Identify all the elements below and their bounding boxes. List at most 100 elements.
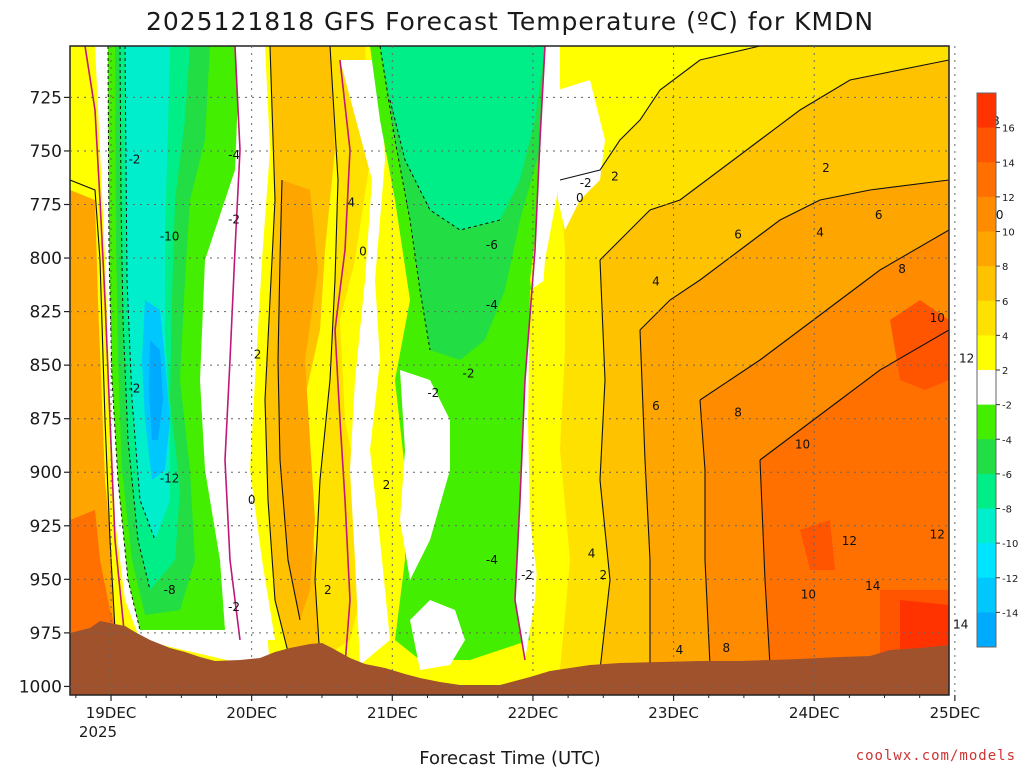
colorbar-label: -4 [1002,435,1012,446]
contour-label: -8 [164,583,176,597]
colorbar-swatch [977,300,996,336]
colorbar-label: -12 [1002,574,1018,585]
y-tick-label: 750 [30,142,62,162]
contour-label: 8 [734,405,742,419]
contour-label: 2 [822,161,830,175]
contour-label: -12 [160,472,180,486]
x-axis: 19DEC20DEC21DEC22DEC23DEC24DEC25DEC26DEC [75,695,981,722]
contour-line [119,46,151,591]
contour-line [70,179,116,631]
colorbar-swatch [977,508,996,544]
contour-label: 4 [816,225,824,239]
x-tick-label: 22DEC [508,704,559,722]
colorbar-label: 12 [1002,193,1015,204]
band-mid-dark [278,180,318,620]
colorbar-swatch [977,439,996,475]
band-cold-14 [149,340,163,440]
contour-label: 2 [599,568,607,582]
y-tick-label: 850 [30,356,62,376]
band-left-red [70,510,120,640]
colorbar-label: 6 [1002,297,1008,308]
contour-line [559,46,761,181]
contour-label: 2 [324,583,332,597]
contour-label: 2 [611,170,619,184]
contour-label: -2 [462,367,474,381]
contour-line [699,229,949,401]
contour-label: 8 [722,641,730,655]
chart-title: 2025121818 GFS Forecast Temperature (ºC)… [146,7,874,36]
contour-label: 4 [652,275,660,289]
contour-label: 14 [953,617,968,631]
plot-frame [69,45,950,696]
contour-label: 0 [576,191,584,205]
colorbar-swatch [977,231,996,267]
freezing-line [224,46,241,641]
contour-line [277,179,301,621]
colorbar-label: -10 [1002,539,1018,550]
x-tick-label: 20DEC [226,704,277,722]
x-tick-label: 24DEC [789,704,840,722]
contour-label: 4 [347,195,355,209]
x-tick-label: 19DEC [86,704,137,722]
colorbar-label: 14 [1002,158,1015,169]
freezing-line [514,46,546,661]
band-green-white [400,370,450,580]
colorbar-label: -6 [1002,470,1012,481]
band-pocket [528,280,560,600]
colorbar-swatch [977,162,996,198]
contour-line [379,46,431,351]
contour-line [124,46,156,541]
gridlines [70,46,956,695]
contour-label: 10 [930,311,945,325]
contour-label: 14 [865,579,880,593]
x-year-label: 2025 [79,723,117,741]
y-tick-label: 875 [30,410,62,430]
credit-link[interactable]: coolwx.com/models [856,748,1016,764]
colorbar-label: 8 [1002,262,1008,273]
contour-label: -4 [228,148,240,162]
contour-label: 6 [652,399,660,413]
cold-contours [107,46,501,631]
temperature-field [70,46,949,695]
band-mid-white [225,46,275,640]
band-east-12-14 [760,330,949,665]
colorbar-swatch [977,196,996,232]
contour-label: 0 [359,245,367,259]
x-axis-label: Forecast Time (UTC) [419,748,600,768]
y-tick-label: 825 [30,303,62,323]
contour-label: -6 [486,238,498,252]
x-tick-label: 25DEC [930,704,981,722]
y-tick-label: 950 [30,570,62,590]
y-tick-label: 900 [30,463,62,483]
contour-label: -2 [228,212,240,226]
contour-label: 4 [588,547,596,561]
y-tick-label: 975 [30,624,62,644]
contour-label: 12 [842,534,857,548]
band-east-16 [900,600,949,650]
contour-label: 6 [734,227,742,241]
colorbar-swatch [977,404,996,440]
contour-line [699,399,711,666]
contour-label: -2 [580,176,592,190]
contour-lines [70,46,949,671]
colorbar-label: -8 [1002,505,1012,516]
contour-label: -4 [486,553,498,567]
contour-label: 10 [801,587,816,601]
colorbar-label: -14 [1002,608,1018,619]
colorbar-swatch [977,543,996,579]
y-tick-label: 725 [30,88,62,108]
contour-label: -2 [228,600,240,614]
freezing-lines [84,46,546,666]
colorbar-label: 2 [1002,366,1008,377]
band-left-yellow [70,90,125,640]
contour-label: -10 [160,230,180,244]
contour-line [107,46,141,631]
contour-label: 0 [248,493,256,507]
y-tick-label: 800 [30,249,62,269]
colorbar-label: -2 [1002,401,1012,412]
colorbar-swatch [977,127,996,163]
contour-label: 2 [383,478,391,492]
band-mid-white2 [340,60,390,665]
colorbar-swatch [977,335,996,371]
